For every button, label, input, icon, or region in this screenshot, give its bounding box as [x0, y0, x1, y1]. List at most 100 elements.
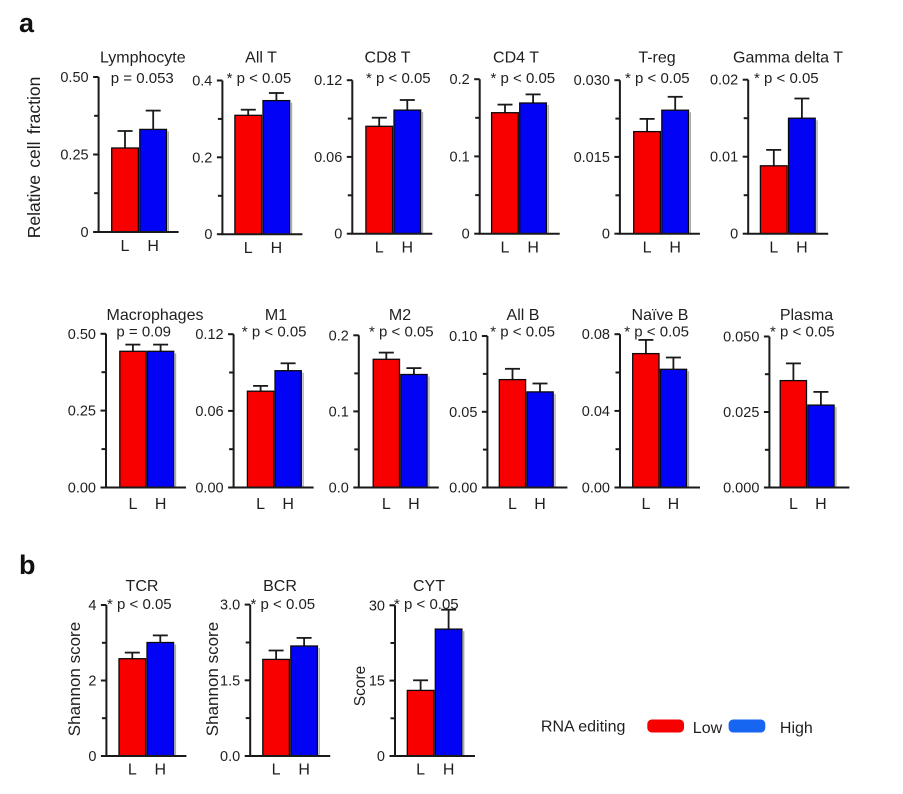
svg-text:0.50: 0.50 [60, 70, 88, 86]
svg-text:0.05: 0.05 [449, 405, 477, 421]
svg-text:* p < 0.05: * p < 0.05 [227, 70, 292, 87]
svg-text:0.25: 0.25 [60, 148, 88, 164]
svg-text:0.025: 0.025 [723, 405, 759, 421]
svg-text:H: H [527, 240, 539, 257]
svg-text:0: 0 [730, 227, 738, 243]
svg-text:H: H [298, 761, 310, 778]
svg-text:L: L [272, 761, 281, 778]
svg-text:0.00: 0.00 [195, 481, 223, 497]
svg-text:* p < 0.05: * p < 0.05 [394, 596, 459, 613]
svg-text:H: H [147, 238, 159, 255]
svg-text:Shannon score: Shannon score [65, 622, 84, 736]
svg-text:Relative cell fraction: Relative cell fraction [24, 77, 44, 239]
svg-text:M1: M1 [265, 307, 287, 324]
svg-text:0: 0 [602, 227, 610, 243]
svg-text:1.5: 1.5 [220, 673, 240, 689]
svg-text:* p < 0.05: * p < 0.05 [251, 596, 316, 613]
svg-text:L: L [643, 240, 652, 257]
svg-text:L: L [128, 761, 137, 778]
svg-text:Macrophages: Macrophages [107, 307, 204, 324]
svg-text:* p < 0.05: * p < 0.05 [490, 323, 555, 340]
svg-text:0.10: 0.10 [449, 329, 477, 345]
svg-text:Low: Low [693, 720, 723, 737]
svg-text:L: L [121, 238, 130, 255]
svg-text:* p < 0.05: * p < 0.05 [770, 323, 835, 340]
svg-text:L: L [769, 240, 778, 257]
svg-text:L: L [128, 496, 137, 513]
svg-text:0.0: 0.0 [220, 749, 240, 765]
svg-text:TCR: TCR [126, 578, 159, 595]
svg-text:BCR: BCR [263, 578, 297, 595]
svg-text:H: H [668, 496, 680, 513]
svg-text:CYT: CYT [413, 578, 445, 595]
svg-text:L: L [256, 496, 265, 513]
svg-text:Naïve B: Naïve B [632, 307, 689, 324]
svg-text:0.1: 0.1 [329, 404, 349, 420]
svg-text:2: 2 [88, 674, 96, 690]
svg-text:H: H [271, 240, 283, 257]
svg-text:0.00: 0.00 [449, 481, 477, 497]
svg-text:H: H [443, 761, 455, 778]
svg-text:CD8 T: CD8 T [365, 49, 411, 66]
svg-text:0.030: 0.030 [574, 73, 610, 89]
svg-text:H: H [155, 761, 167, 778]
svg-text:0.06: 0.06 [195, 404, 223, 420]
svg-text:0.015: 0.015 [574, 150, 610, 166]
svg-text:b: b [19, 550, 36, 580]
svg-text:Gamma delta T: Gamma delta T [733, 49, 843, 66]
svg-text:0: 0 [334, 227, 342, 243]
svg-text:3.0: 3.0 [220, 598, 240, 614]
svg-text:0.00: 0.00 [582, 481, 610, 497]
svg-text:* p < 0.05: * p < 0.05 [624, 323, 689, 340]
svg-text:CD4 T: CD4 T [493, 49, 539, 66]
svg-text:Plasma: Plasma [780, 307, 833, 324]
svg-text:All B: All B [507, 307, 540, 324]
svg-text:p = 0.09: p = 0.09 [116, 323, 171, 340]
svg-text:M2: M2 [389, 307, 411, 324]
svg-text:0.1: 0.1 [450, 149, 470, 165]
svg-text:Shannon score: Shannon score [203, 622, 222, 736]
svg-text:30: 30 [369, 598, 385, 614]
svg-text:H: H [408, 496, 420, 513]
svg-text:H: H [155, 496, 167, 513]
svg-text:0.04: 0.04 [582, 404, 610, 420]
svg-text:0.08: 0.08 [582, 327, 610, 343]
svg-text:* p < 0.05: * p < 0.05 [366, 70, 431, 87]
svg-text:a: a [19, 8, 35, 38]
svg-text:0.06: 0.06 [314, 150, 342, 166]
svg-text:H: H [534, 496, 546, 513]
svg-text:15: 15 [369, 674, 385, 690]
svg-text:0: 0 [204, 227, 212, 243]
svg-text:p = 0.053: p = 0.053 [111, 70, 174, 87]
svg-text:L: L [641, 496, 650, 513]
svg-text:* p < 0.05: * p < 0.05 [369, 323, 434, 340]
svg-text:0.25: 0.25 [68, 404, 96, 420]
svg-text:Lymphocyte: Lymphocyte [100, 49, 186, 66]
svg-text:0.000: 0.000 [723, 481, 759, 497]
svg-text:0.050: 0.050 [723, 330, 759, 346]
svg-text:0: 0 [377, 749, 385, 765]
svg-text:* p < 0.05: * p < 0.05 [107, 596, 172, 613]
svg-text:0: 0 [88, 749, 96, 765]
svg-text:* p < 0.05: * p < 0.05 [242, 323, 307, 340]
svg-text:All T: All T [245, 49, 277, 66]
svg-text:L: L [382, 496, 391, 513]
svg-text:RNA editing: RNA editing [541, 719, 626, 736]
svg-text:0.2: 0.2 [329, 328, 349, 344]
svg-text:0.12: 0.12 [314, 73, 342, 89]
svg-text:0.4: 0.4 [192, 74, 212, 90]
svg-text:Score: Score [352, 666, 369, 707]
svg-text:L: L [501, 240, 510, 257]
svg-text:H: H [282, 496, 294, 513]
svg-text:L: L [508, 496, 517, 513]
svg-text:0.2: 0.2 [192, 150, 212, 166]
svg-text:0: 0 [81, 225, 89, 241]
svg-text:L: L [416, 761, 425, 778]
svg-text:L: L [375, 240, 384, 257]
svg-text:H: H [796, 240, 808, 257]
svg-text:H: H [669, 240, 681, 257]
svg-text:0: 0 [462, 227, 470, 243]
svg-text:0.0: 0.0 [329, 481, 349, 497]
svg-text:H: H [815, 496, 827, 513]
svg-text:L: L [789, 496, 798, 513]
